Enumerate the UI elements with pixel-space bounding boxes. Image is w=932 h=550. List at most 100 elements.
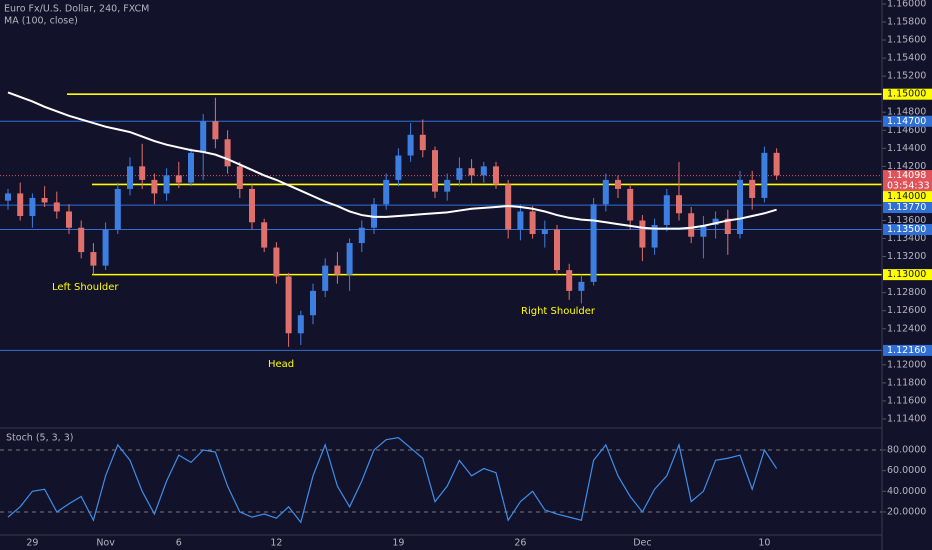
stoch-pane bbox=[0, 436, 882, 524]
annotation: Right Shoulder bbox=[521, 306, 596, 317]
candle-body bbox=[29, 197, 36, 216]
candle-body bbox=[529, 211, 536, 235]
candle-body bbox=[493, 166, 499, 185]
price-label: 1.13770 bbox=[887, 202, 926, 213]
candle-body bbox=[578, 281, 585, 291]
candle-body bbox=[517, 211, 524, 230]
annotation: Left Shoulder bbox=[52, 282, 119, 293]
candle-body bbox=[90, 252, 97, 266]
candle-body bbox=[188, 152, 194, 183]
price-label-box bbox=[883, 224, 932, 236]
candle-body bbox=[749, 179, 756, 198]
candle-body bbox=[273, 247, 280, 277]
candle-body bbox=[139, 166, 146, 180]
candle-body bbox=[663, 195, 670, 226]
candle-body bbox=[212, 121, 219, 140]
candle-body bbox=[432, 150, 438, 192]
y-tick-label: 1.15200 bbox=[887, 71, 926, 82]
candle-body bbox=[737, 179, 743, 235]
candle-body bbox=[127, 166, 133, 189]
price-label: 1.15000 bbox=[887, 89, 926, 100]
candle-body bbox=[627, 188, 634, 221]
x-tick-label: 6 bbox=[176, 538, 182, 549]
candle-body bbox=[41, 197, 48, 203]
candle-body bbox=[651, 225, 658, 248]
candle-body bbox=[480, 166, 487, 176]
y-tick-label: 1.11800 bbox=[887, 377, 926, 388]
candle-body bbox=[395, 155, 402, 180]
ma-legend: MA (100, close) bbox=[4, 16, 78, 27]
candle-body bbox=[334, 265, 341, 275]
y-tick-label: 1.15400 bbox=[887, 53, 926, 64]
candle-body bbox=[407, 134, 414, 156]
x-tick-label: Dec bbox=[633, 538, 651, 549]
candle-body bbox=[53, 202, 60, 212]
candle-body bbox=[602, 179, 609, 205]
candle-body bbox=[5, 193, 11, 201]
y-tick-label: 80.0000 bbox=[887, 444, 926, 455]
candle-body bbox=[541, 229, 548, 235]
candle-body bbox=[200, 121, 207, 153]
y-tick-label: 1.14800 bbox=[887, 107, 926, 118]
price-label-box bbox=[883, 191, 932, 203]
candle-body bbox=[310, 290, 316, 316]
y-tick-label: 1.12400 bbox=[887, 323, 926, 334]
price-label-box bbox=[883, 170, 932, 192]
y-tick-label: 1.14400 bbox=[887, 143, 926, 154]
y-tick-label: 1.11600 bbox=[887, 395, 926, 406]
price-label: 1.13000 bbox=[887, 269, 926, 280]
candle-body bbox=[17, 193, 24, 216]
main-pane bbox=[0, 91, 882, 351]
grid bbox=[882, 3, 886, 513]
price-label: 1.13500 bbox=[887, 224, 926, 235]
y-tick-label: 60.0000 bbox=[887, 465, 926, 476]
candle-body bbox=[554, 229, 560, 271]
candle-body bbox=[419, 134, 426, 151]
candle-body bbox=[285, 276, 292, 334]
candle-body bbox=[358, 227, 365, 244]
candle-body bbox=[590, 204, 597, 282]
x-tick-label: 29 bbox=[26, 538, 38, 549]
candle-body bbox=[761, 152, 768, 198]
x-tick-label: 10 bbox=[758, 538, 770, 549]
candle-body bbox=[383, 179, 390, 205]
stoch-title: Stoch (5, 3, 3) bbox=[6, 433, 73, 444]
candle-body bbox=[151, 179, 158, 194]
price-label: 1.14700 bbox=[887, 116, 926, 127]
price-label: 1.14000 bbox=[887, 191, 926, 202]
y-tick-label: 1.11400 bbox=[887, 413, 926, 424]
candle-body bbox=[456, 168, 463, 180]
x-tick-label: 12 bbox=[270, 538, 282, 549]
candle-body bbox=[724, 218, 731, 235]
candle-body bbox=[773, 152, 780, 176]
y-tick-label: 1.14600 bbox=[887, 125, 926, 136]
price-label-box bbox=[883, 202, 932, 214]
price-axis: 1.16000 1.15800 1.15600 1.15400 1.15200 1.148… bbox=[26, 0, 932, 549]
candle-body bbox=[249, 188, 255, 223]
y-tick-label: 1.15800 bbox=[887, 17, 926, 28]
candle-body bbox=[78, 227, 85, 253]
x-tick-label: Nov bbox=[96, 538, 115, 549]
y-tick-label: 1.13400 bbox=[887, 233, 926, 244]
candle-body bbox=[297, 315, 304, 334]
candle-body bbox=[566, 270, 573, 291]
y-tick-label: 1.12800 bbox=[887, 287, 926, 298]
candle-body bbox=[688, 213, 695, 237]
stoch-line bbox=[7, 436, 778, 524]
y-tick-label: 1.15600 bbox=[887, 35, 926, 46]
candle-body bbox=[66, 211, 72, 228]
candle-body bbox=[322, 265, 329, 291]
annotation: Head bbox=[268, 359, 294, 370]
price-label-box bbox=[883, 115, 932, 127]
candle-body bbox=[236, 166, 243, 189]
candle-body bbox=[712, 218, 719, 226]
price-label-box bbox=[883, 269, 932, 281]
candle-body bbox=[114, 188, 121, 230]
candle-body bbox=[676, 195, 682, 214]
candle-body bbox=[639, 220, 646, 248]
y-tick-label: 40.0000 bbox=[887, 486, 926, 497]
candle-body bbox=[615, 179, 621, 189]
candle-body bbox=[700, 225, 707, 237]
candle-body bbox=[102, 229, 109, 266]
